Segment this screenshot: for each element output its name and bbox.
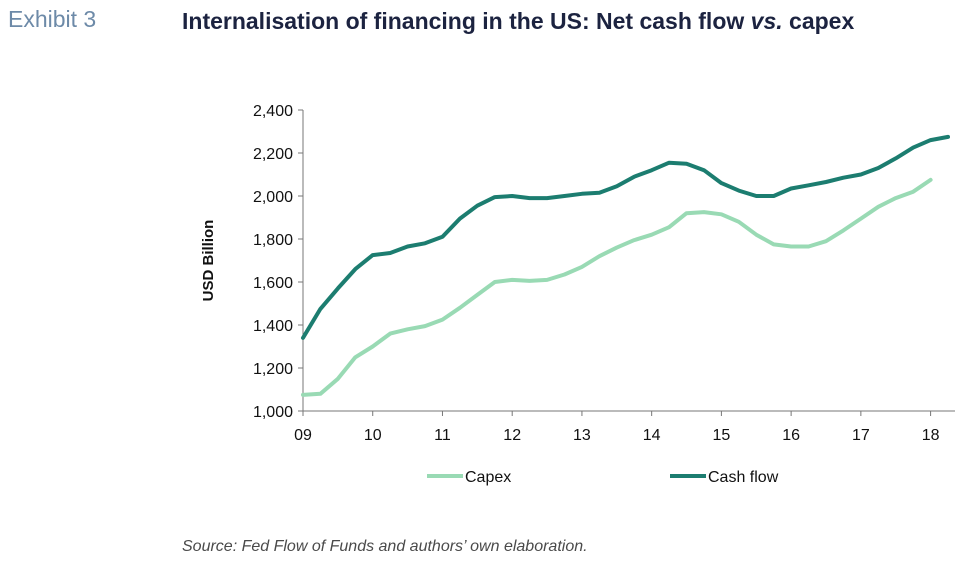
legend-label: Capex <box>465 469 511 486</box>
y-axis-title: USD Billion <box>200 220 217 302</box>
x-tick-label: 15 <box>712 427 730 444</box>
title-main: Internalisation of financing in the US: … <box>182 8 751 34</box>
x-tick-label: 09 <box>294 427 312 444</box>
y-tick-label: 1,800 <box>253 232 293 249</box>
y-tick-label: 1,400 <box>253 318 293 335</box>
exhibit-label: Exhibit 3 <box>8 6 97 32</box>
x-tick-label: 11 <box>434 427 451 444</box>
x-tick-label: 10 <box>364 427 382 444</box>
x-tick-label: 16 <box>782 427 800 444</box>
x-tick-label: 14 <box>643 427 661 444</box>
axes: 1,000 1,200 1,400 1,600 1,800 2,000 2,200 2,400… <box>200 103 955 444</box>
legend: Capex Cash flow <box>427 469 779 486</box>
series-line-cash-flow <box>301 134 950 340</box>
title-tail: capex <box>782 8 855 34</box>
legend-label: Cash flow <box>708 469 779 486</box>
source-note: Source: Fed Flow of Funds and authors’ o… <box>182 538 588 555</box>
x-tick-label: 12 <box>503 427 521 444</box>
y-tick-label: 2,400 <box>253 103 293 120</box>
x-tick-label: 18 <box>922 427 940 444</box>
y-tick-label: 1,000 <box>253 404 293 421</box>
chart-title: Internalisation of financing in the US: … <box>182 8 854 35</box>
title-italic: vs. <box>750 8 783 34</box>
series-line-capex <box>301 177 933 397</box>
y-tick-label: 1,600 <box>253 275 293 292</box>
y-tick-label: 2,000 <box>253 189 293 206</box>
x-tick-label: 13 <box>573 427 591 444</box>
y-tick-label: 2,200 <box>253 146 293 163</box>
y-tick-label: 1,200 <box>253 361 293 378</box>
x-tick-label: 17 <box>852 427 870 444</box>
series-layer <box>301 134 950 397</box>
